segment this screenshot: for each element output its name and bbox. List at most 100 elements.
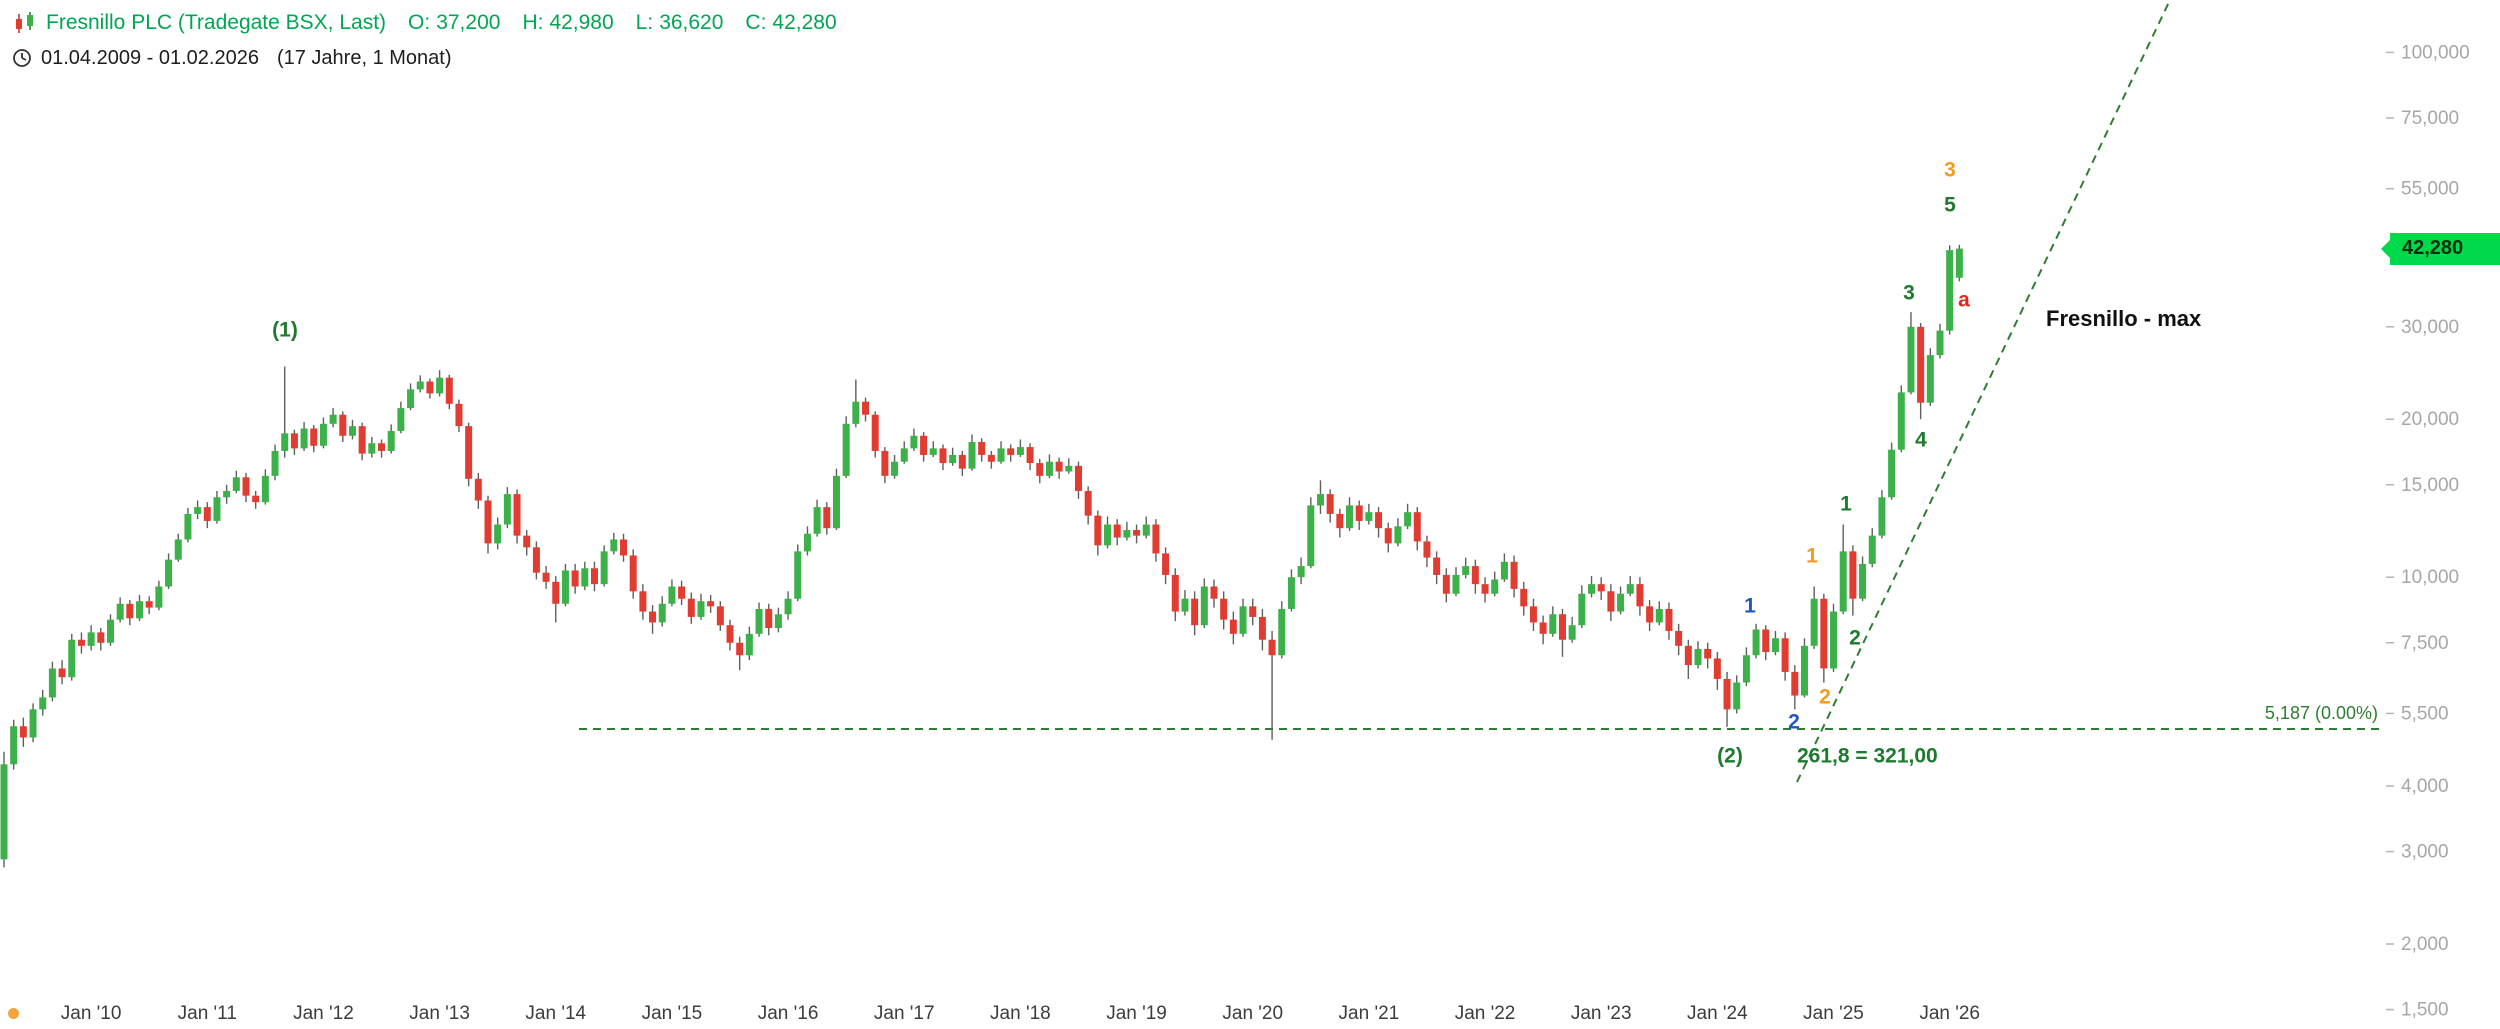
candle-body: [1752, 629, 1760, 656]
candle-body: [1626, 584, 1634, 594]
wave-label-green-5[interactable]: 5: [1944, 193, 1956, 217]
candle-body: [87, 632, 95, 646]
candle-body: [310, 428, 318, 446]
candle-body: [1346, 505, 1354, 529]
candle-body: [1520, 588, 1528, 607]
candle-body: [1036, 463, 1044, 476]
candle-body: [136, 601, 144, 619]
candle-body: [97, 632, 105, 643]
candle-body: [929, 448, 937, 455]
candle-body: [523, 535, 531, 548]
candle-body: [261, 475, 269, 503]
candle-body: [484, 500, 492, 544]
wave-label-green-4[interactable]: 4: [1915, 428, 1927, 452]
candle-body: [939, 448, 947, 464]
candle-body: [1220, 598, 1228, 620]
candle-body: [339, 414, 347, 436]
candle-body: [862, 401, 870, 415]
candle-body: [1771, 638, 1779, 653]
price-axis[interactable]: 100,000 75,000 55,000 30,000 20,000 15,000 10,…: [2386, 42, 2470, 1021]
candle-body: [329, 414, 337, 424]
candle-body: [571, 570, 579, 587]
y-axis-label: 4,000: [2401, 776, 2449, 797]
candle-body: [1830, 611, 1838, 669]
candle-body: [0, 764, 8, 860]
candle-body: [1104, 524, 1112, 546]
wave-label-primary-2[interactable]: (2): [1717, 744, 1743, 768]
last-price-value: 42,280: [2402, 237, 2464, 260]
y-axis-label: 1,500: [2401, 1000, 2449, 1021]
time-axis[interactable]: Jan '10 Jan '11 Jan '12 Jan '13 Jan '14 Jan '…: [61, 1003, 1980, 1024]
high-value: 42,980: [549, 11, 614, 34]
ohlc-low: L: 36,620: [636, 11, 724, 35]
candle-body: [1617, 593, 1625, 612]
y-axis-label: 75,000: [2401, 108, 2459, 129]
candle-body: [707, 601, 715, 607]
uptrend-line[interactable]: [1796, 0, 2171, 783]
candle-body: [1326, 494, 1334, 514]
candle-body: [1588, 584, 1596, 594]
candle-body: [697, 601, 705, 617]
wave-label-green-1[interactable]: 1: [1840, 492, 1852, 516]
candle-body: [1491, 579, 1499, 594]
candle-body: [958, 454, 966, 469]
wave-label-orange-3[interactable]: 3: [1944, 158, 1956, 182]
candle-body: [358, 426, 366, 454]
wave-label-green-2[interactable]: 2: [1849, 626, 1861, 650]
candle-body: [68, 639, 76, 678]
y-axis-label: 7,500: [2401, 633, 2449, 654]
x-axis-label: Jan '25: [1803, 1003, 1864, 1024]
candle-body: [1868, 535, 1876, 564]
brand-dot: [8, 1008, 19, 1019]
candle-body: [1558, 614, 1566, 640]
candlestick-chart-icon: [12, 10, 38, 36]
candle-body: [1762, 629, 1770, 653]
scenario-label[interactable]: Fresnillo - max: [2046, 306, 2202, 331]
candle-body: [1152, 524, 1160, 554]
candle-body: [1375, 512, 1383, 529]
candle-body: [29, 709, 37, 738]
candle-body: [1133, 530, 1141, 536]
wave-label-orange-1[interactable]: 1: [1806, 544, 1818, 568]
candle-body: [39, 697, 47, 710]
fib-level-label[interactable]: 5,187 (0.00%): [2264, 703, 2378, 723]
wave-label-green-3[interactable]: 3: [1903, 281, 1915, 305]
candle-body: [1878, 497, 1886, 536]
candle-body: [513, 494, 521, 536]
candle-body: [223, 490, 231, 498]
candle-body: [774, 614, 782, 629]
wave-label-orange-2[interactable]: 2: [1819, 685, 1831, 709]
candle-body: [465, 426, 473, 479]
x-axis-label: Jan '21: [1339, 1003, 1400, 1024]
candle-body: [1646, 606, 1654, 623]
candle-body: [106, 619, 114, 643]
x-axis-label: Jan '26: [1919, 1003, 1980, 1024]
candle-body: [1229, 619, 1237, 634]
wave-label-blue-1[interactable]: 1: [1744, 594, 1756, 618]
candle-body: [1733, 682, 1741, 710]
candle-body: [891, 461, 899, 476]
date-range-line: 01.04.2009 - 01.02.2026 (17 Jahre, 1 Mon…: [12, 45, 837, 71]
close-value: 42,280: [772, 11, 837, 34]
candle-body: [271, 450, 279, 476]
wave-label-primary-1[interactable]: (1): [272, 318, 298, 342]
symbol-title: Fresnillo PLC (Tradegate BSX, Last): [46, 11, 387, 34]
candle-body: [281, 433, 289, 451]
wave-label-blue-2[interactable]: 2: [1788, 710, 1800, 734]
candle-body: [1742, 655, 1750, 683]
candle-body: [1888, 449, 1896, 498]
wave-label-a[interactable]: a: [1958, 288, 1970, 312]
candle-body: [1045, 461, 1053, 476]
candle-body: [1636, 584, 1644, 607]
candle-body: [1026, 447, 1034, 464]
candle-body: [445, 377, 453, 404]
candle-body: [252, 495, 260, 503]
candle-body: [348, 426, 356, 436]
candle-body: [920, 435, 928, 455]
fib-extension-target[interactable]: 261,8 = 321,00: [1797, 744, 1938, 768]
y-axis-label: 30,000: [2401, 317, 2459, 338]
x-axis-label: Jan '20: [1222, 1003, 1283, 1024]
candle-body: [1597, 584, 1605, 592]
